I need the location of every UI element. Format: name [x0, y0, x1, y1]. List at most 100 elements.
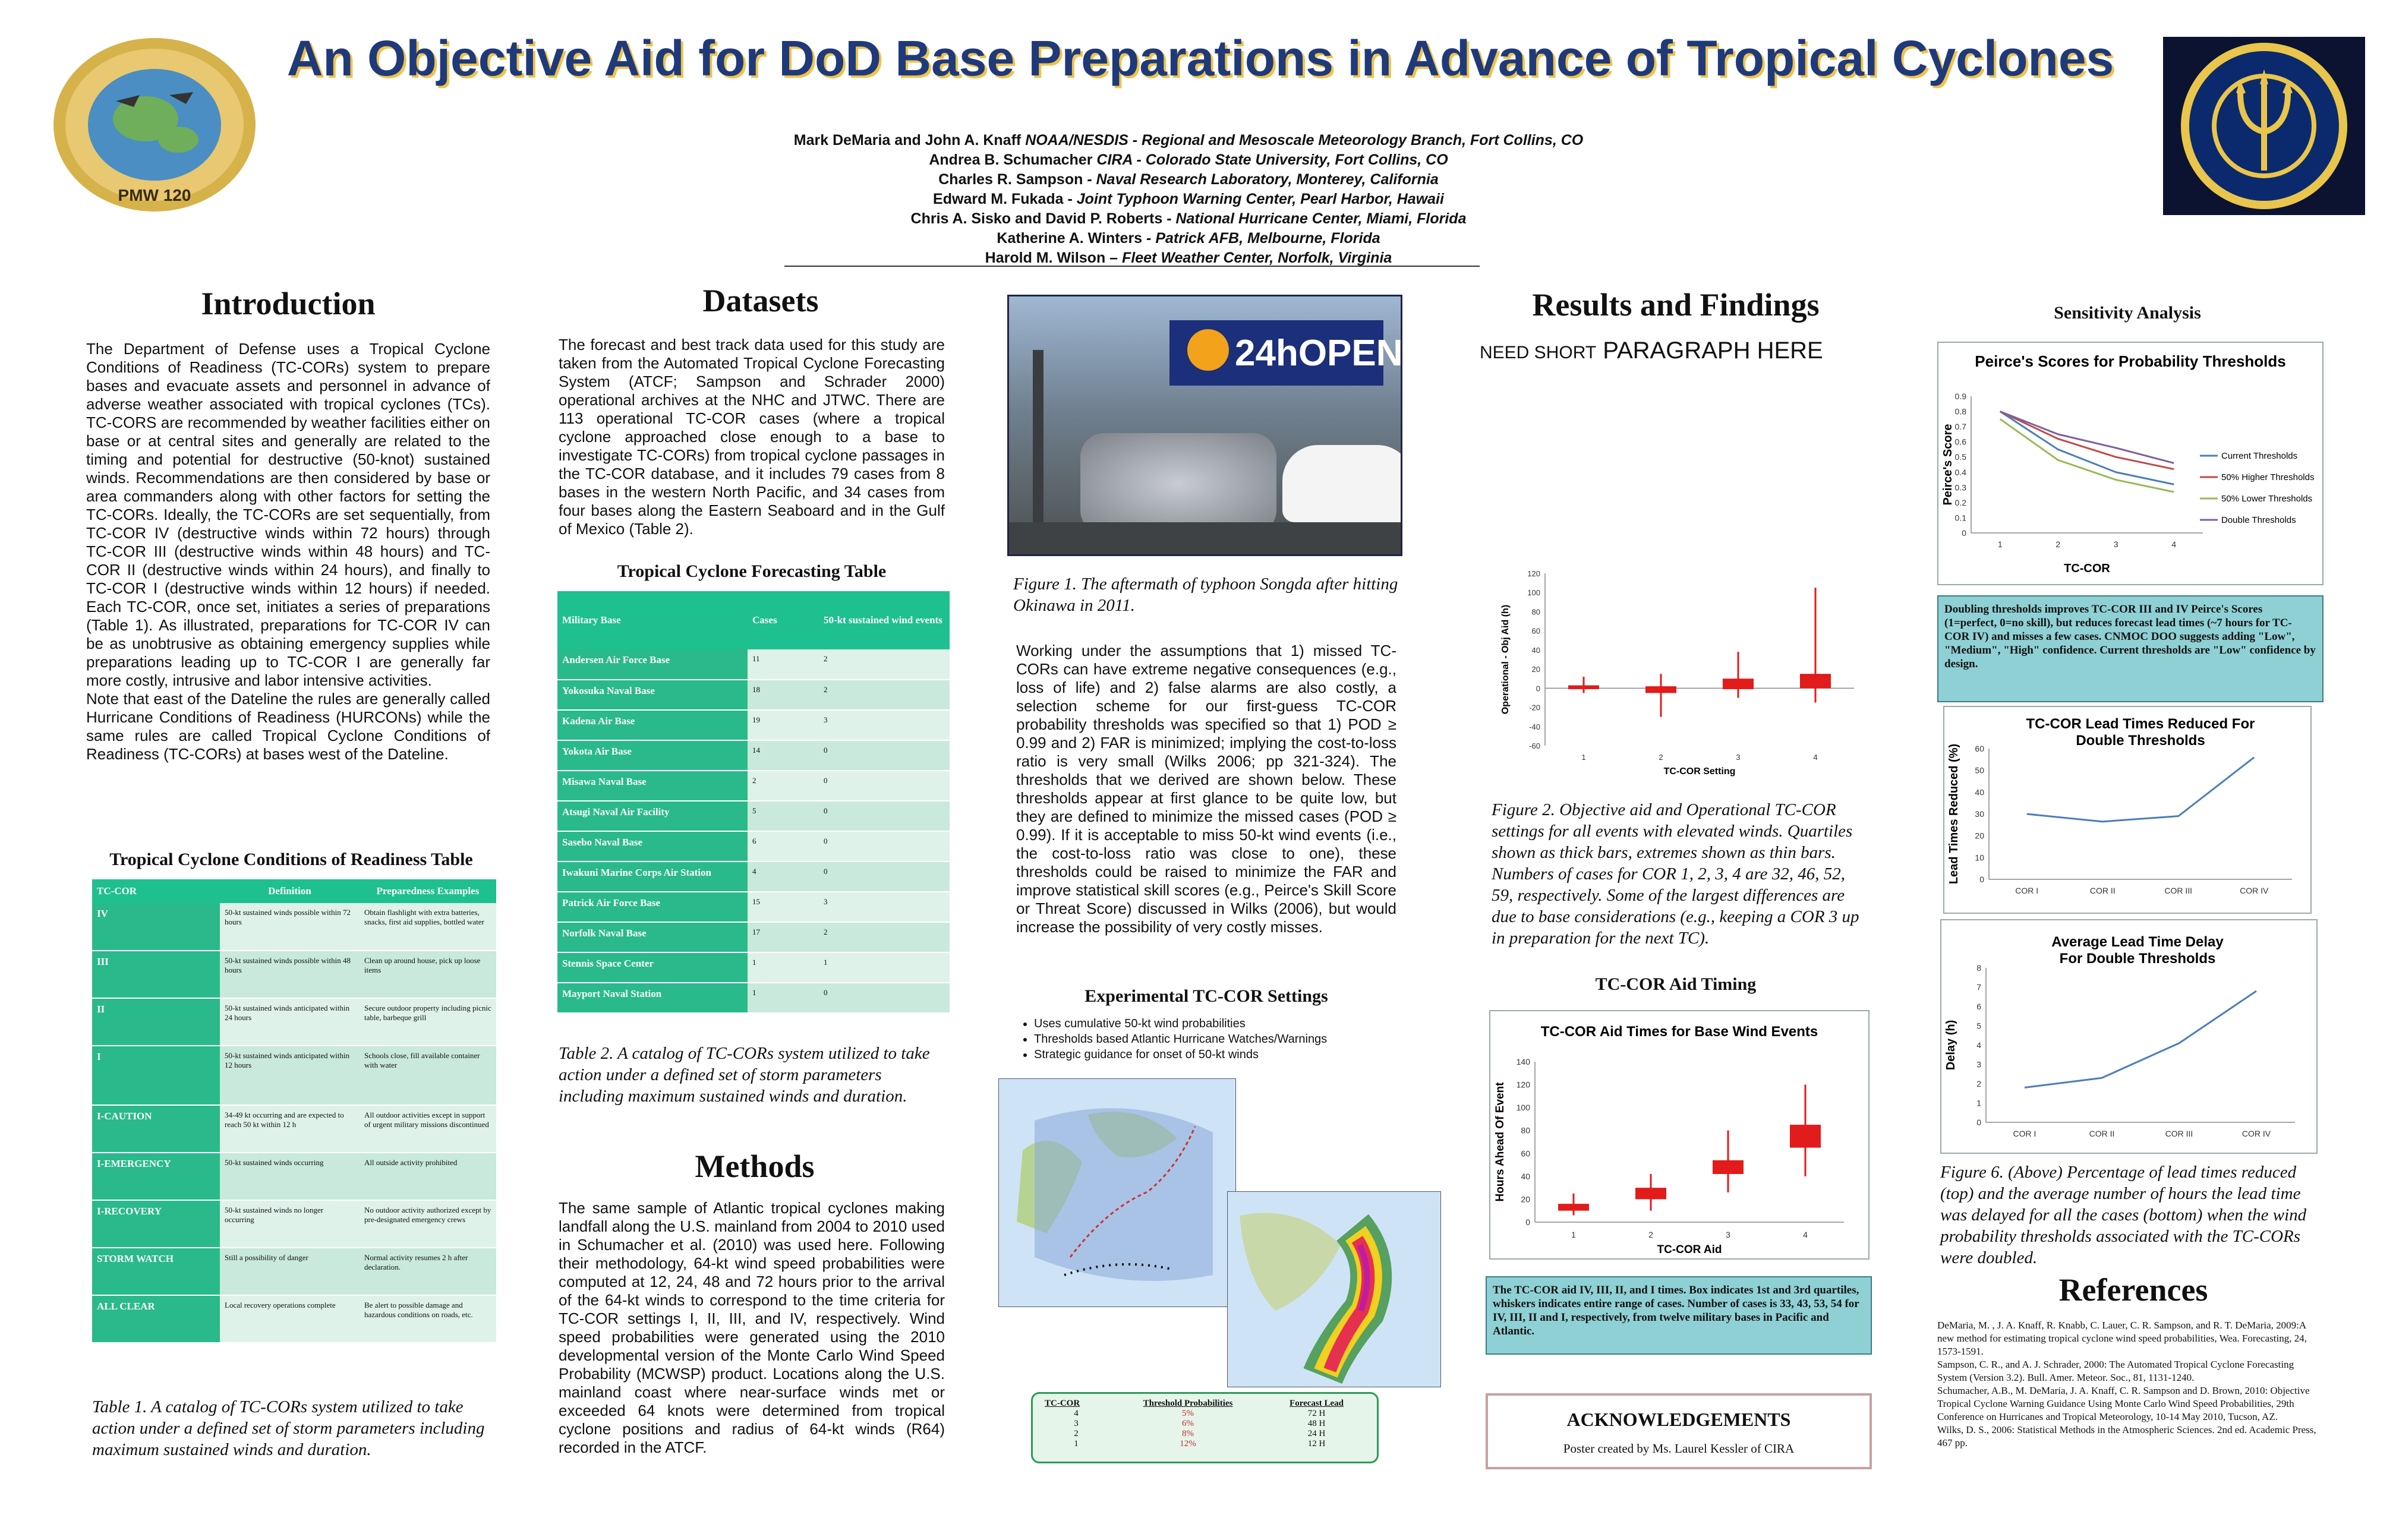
- t2-row: Yokota Air Base 14 0: [557, 740, 950, 771]
- y-tick-label: 0.1: [1955, 513, 1967, 522]
- x-axis-label: TC-COR Setting: [1664, 766, 1736, 777]
- y-tick-label: 80: [1532, 607, 1540, 616]
- x-tick-label: COR II: [2090, 886, 2116, 895]
- t2-row: Stennis Space Center 1 1: [557, 952, 950, 983]
- bullet: Thresholds based Atlantic Hurricane Watc…: [1034, 1031, 1402, 1047]
- t1-row: IV 50-kt sustained winds possible within …: [92, 903, 496, 951]
- t1-cell: II: [92, 998, 220, 1046]
- table2-header: Military Base: [557, 591, 748, 649]
- t2-cell: 2: [819, 922, 950, 953]
- legend-label: 50% Higher Thresholds: [2221, 472, 2314, 482]
- y-tick-label: 0.4: [1955, 468, 1967, 477]
- x-tick-label: COR III: [2165, 1129, 2193, 1138]
- threshold-table: TC-COR Threshold Probabilities Forecast …: [1031, 1392, 1379, 1463]
- box-iqr: [1568, 685, 1599, 689]
- box-iqr: [1635, 1188, 1666, 1200]
- t3-cell: 24 H: [1307, 1429, 1326, 1438]
- box-iqr: [1800, 674, 1831, 689]
- acknowledgements-text: Poster created by Ms. Laurel Kessler of …: [1563, 1441, 1795, 1456]
- chart-title: TC-COR Aid Times for Base Wind Events: [1541, 1024, 1818, 1040]
- t2-cell: Patrick Air Force Base: [557, 892, 748, 923]
- t1-cell: Local recovery operations complete: [220, 1295, 360, 1343]
- avglead-chart: 0 1 2 3 4 5 6 7 8 Average Lead Time Delay For Doub…: [1940, 919, 2318, 1154]
- y-tick-label: 0: [1976, 1118, 1981, 1127]
- y-tick-label: 1: [1976, 1099, 1981, 1108]
- x-tick-label: COR IV: [2242, 1129, 2271, 1138]
- t1-row: I-EMERGENCY 50-kt sustained winds occurri…: [92, 1153, 496, 1201]
- t1-row: STORM WATCH Still a possibility of danger…: [92, 1248, 496, 1296]
- y-tick-label: -60: [1529, 741, 1540, 750]
- y-tick-label: 80: [1521, 1126, 1530, 1135]
- table2-caption: Table 2. A catalog of TC-CORs system uti…: [559, 1044, 930, 1106]
- t1-cell: I-EMERGENCY: [92, 1153, 220, 1201]
- t2-cell: Stennis Space Center: [557, 952, 748, 983]
- t2-cell: 3: [819, 710, 950, 741]
- t2-row: Iwakuni Marine Corps Air Station 4 0: [557, 861, 950, 892]
- y-tick-label: 50: [1975, 766, 1984, 775]
- t2-cell: Iwakuni Marine Corps Air Station: [557, 861, 748, 892]
- legend-label: 50% Lower Thresholds: [2221, 494, 2312, 504]
- y-tick-label: 30: [1975, 809, 1984, 819]
- t2-cell: Kadena Air Base: [557, 710, 748, 741]
- t1-row: II 50-kt sustained winds anticipated with…: [92, 998, 496, 1046]
- t2-cell: 1: [819, 952, 950, 983]
- t3-cell: 2: [1074, 1429, 1079, 1438]
- t2-row: Norfolk Naval Base 17 2: [557, 922, 950, 953]
- timing-chart: 0 20 40 60 80 100 120 140 TC-COR Aid Times for B…: [1489, 1010, 1869, 1260]
- y-tick-label: 0: [1525, 1217, 1530, 1227]
- t3-cell: 4: [1074, 1409, 1079, 1418]
- chart-title: For Double Thresholds: [2060, 951, 2216, 967]
- table2-header: 50-kt sustained wind events: [819, 591, 950, 649]
- table1-caption: Table 1. A catalog of TC-CORs system uti…: [92, 1397, 485, 1459]
- acknowledgements-heading: ACKNOWLEDGEMENTS: [1566, 1409, 1791, 1430]
- t3-row: 1 12% 12 H: [1045, 1439, 1365, 1449]
- t2-row: Mayport Naval Station 1 0: [557, 983, 950, 1014]
- t2-cell: 0: [819, 740, 950, 771]
- t2-cell: 0: [819, 983, 950, 1014]
- x-tick-label: 3: [1736, 753, 1740, 762]
- x-tick-label: COR I: [2015, 886, 2038, 895]
- methods-text: The same sample of Atlantic tropical cyc…: [559, 1199, 945, 1456]
- acknowledgements-box: ACKNOWLEDGEMENTS Poster created by Ms. L…: [1486, 1393, 1872, 1469]
- fig6-caption: Figure 6. (Above) Percentage of lead tim…: [1940, 1163, 2307, 1267]
- chart-title: TC-COR Lead Times Reduced For: [2026, 716, 2255, 732]
- reference-item: DeMaria, M. , J. A. Knaff, R. Knabb, C. …: [1937, 1320, 2307, 1357]
- chart-title: Double Thresholds: [2076, 733, 2205, 749]
- y-axis-label: Operational - Obj Aid (h): [1500, 605, 1511, 714]
- author-line: Mark DeMaria and John A. Knaff NOAA/NESD…: [793, 132, 1584, 149]
- author-line: Chris A. Sisko and David P. Roberts - Na…: [910, 210, 1467, 227]
- y-tick-label: 100: [1527, 588, 1540, 597]
- t2-cell: 19: [748, 710, 819, 741]
- t1-row: I 50-kt sustained winds anticipated withi…: [92, 1046, 496, 1106]
- author-list: Mark DeMaria and John A. Knaff NOAA/NESD…: [535, 131, 1842, 268]
- bullet: Strategic guidance for onset of 50-kt wi…: [1034, 1047, 1402, 1062]
- figure1-caption: Figure 1. The aftermath of typhoon Songd…: [1013, 575, 1398, 615]
- t2-cell: Misawa Naval Base: [557, 771, 748, 801]
- legend-label: Double Thresholds: [2221, 515, 2296, 525]
- t2-cell: 2: [748, 771, 819, 801]
- t1-cell: 50-kt sustained winds anticipated within…: [220, 1046, 360, 1106]
- y-tick-label: 140: [1517, 1057, 1531, 1066]
- x-tick-label: 2: [1648, 1230, 1653, 1239]
- t2-row: Yokosuka Naval Base 18 2: [557, 680, 950, 711]
- t2-row: Sasebo Naval Base 6 0: [557, 831, 950, 862]
- y-tick-label: 60: [1975, 744, 1984, 753]
- sensitivity-heading: Sensitivity Analysis: [2054, 303, 2201, 323]
- t2-cell: Atsugi Naval Air Facility: [557, 801, 748, 832]
- logo-right: [2163, 37, 2365, 215]
- t1-cell: 50-kt sustained winds possible within 48…: [220, 951, 360, 999]
- t3-cell: 5%: [1182, 1409, 1194, 1418]
- table2: Military Base Cases 50-kt sustained wind…: [557, 591, 950, 1014]
- t1-cell: 50-kt sustained winds possible within 72…: [220, 903, 360, 951]
- thresholds-text: Working under the assumptions that 1) mi…: [1016, 642, 1396, 936]
- t2-row: Andersen Air Force Base 11 2: [557, 649, 950, 680]
- t2-cell: 5: [748, 801, 819, 832]
- reference-item: Wilks, D. S., 2006: Statistical Methods …: [1937, 1424, 2316, 1449]
- t1-cell: 50-kt sustained winds anticipated within…: [220, 998, 360, 1046]
- t2-cell: 0: [819, 771, 950, 801]
- t2-cell: Andersen Air Force Base: [557, 649, 748, 680]
- t2-cell: Mayport Naval Station: [557, 983, 748, 1014]
- t2-cell: 2: [819, 680, 950, 711]
- t1-cell: All outdoor activities except in support…: [360, 1105, 496, 1153]
- y-tick-label: 8: [1976, 963, 1981, 973]
